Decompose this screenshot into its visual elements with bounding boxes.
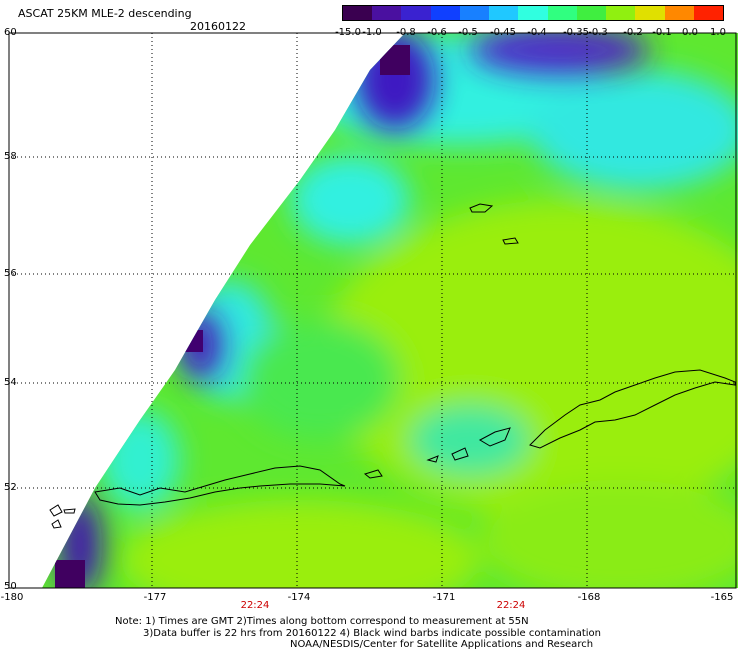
colorbar-label: -0.35 [563, 27, 589, 38]
time-label: 22:24 [496, 600, 526, 611]
lat-label: 54 [4, 377, 17, 388]
coastlines [49, 203, 736, 529]
colorbar-label: 1.0 [710, 27, 726, 38]
lon-label: -165 [710, 592, 734, 603]
lat-label: 56 [4, 268, 17, 279]
lat-label: 52 [4, 482, 17, 493]
graticule [9, 33, 736, 588]
note-line-2: 3)Data buffer is 22 hrs from 20160122 4)… [143, 628, 601, 639]
colorbar-segment [664, 6, 694, 20]
colorbar-segment [606, 6, 636, 20]
colorbar-segment [693, 6, 724, 20]
swath-data [42, 33, 738, 588]
colorbar-segment [576, 6, 607, 20]
colorbar-label: -0.6 [427, 27, 447, 38]
colorbar [342, 5, 724, 21]
map-date: 20160122 [190, 20, 246, 33]
colorbar-segment [635, 6, 665, 20]
colorbar-label: -0.8 [396, 27, 416, 38]
lon-label: -180 [0, 592, 24, 603]
colorbar-label: -0.1 [652, 27, 672, 38]
colorbar-segment [489, 6, 519, 20]
time-label: 22:24 [240, 600, 270, 611]
lon-label: -171 [432, 592, 456, 603]
map-title: ASCAT 25KM MLE-2 descending [18, 7, 192, 20]
note-line-1: Note: 1) Times are GMT 2)Times along bot… [115, 616, 529, 627]
colorbar-segment [459, 6, 490, 20]
colorbar-segment [401, 6, 431, 20]
colorbar-segment [547, 6, 577, 20]
colorbar-label: -0.2 [623, 27, 643, 38]
colorbar-segment [372, 6, 402, 20]
lon-label: -177 [143, 592, 167, 603]
lat-label: 50 [4, 581, 17, 592]
lat-label: 60 [4, 27, 17, 38]
map-frame [8, 32, 737, 589]
colorbar-label: -0.3 [588, 27, 608, 38]
colorbar-segment [343, 6, 373, 20]
colorbar-label: 0.0 [682, 27, 698, 38]
lon-label: -174 [287, 592, 311, 603]
colorbar-label: -15.0 [335, 27, 361, 38]
lat-label: 58 [4, 151, 17, 162]
note-line-3: NOAA/NESDIS/Center for Satellite Applica… [290, 639, 594, 650]
colorbar-label: -0.4 [527, 27, 547, 38]
lon-label: -168 [577, 592, 601, 603]
colorbar-label: -0.45 [490, 27, 516, 38]
colorbar-segment [430, 6, 460, 20]
colorbar-label: -1.0 [362, 27, 382, 38]
colorbar-segment [518, 6, 548, 20]
colorbar-label: -0.5 [458, 27, 478, 38]
